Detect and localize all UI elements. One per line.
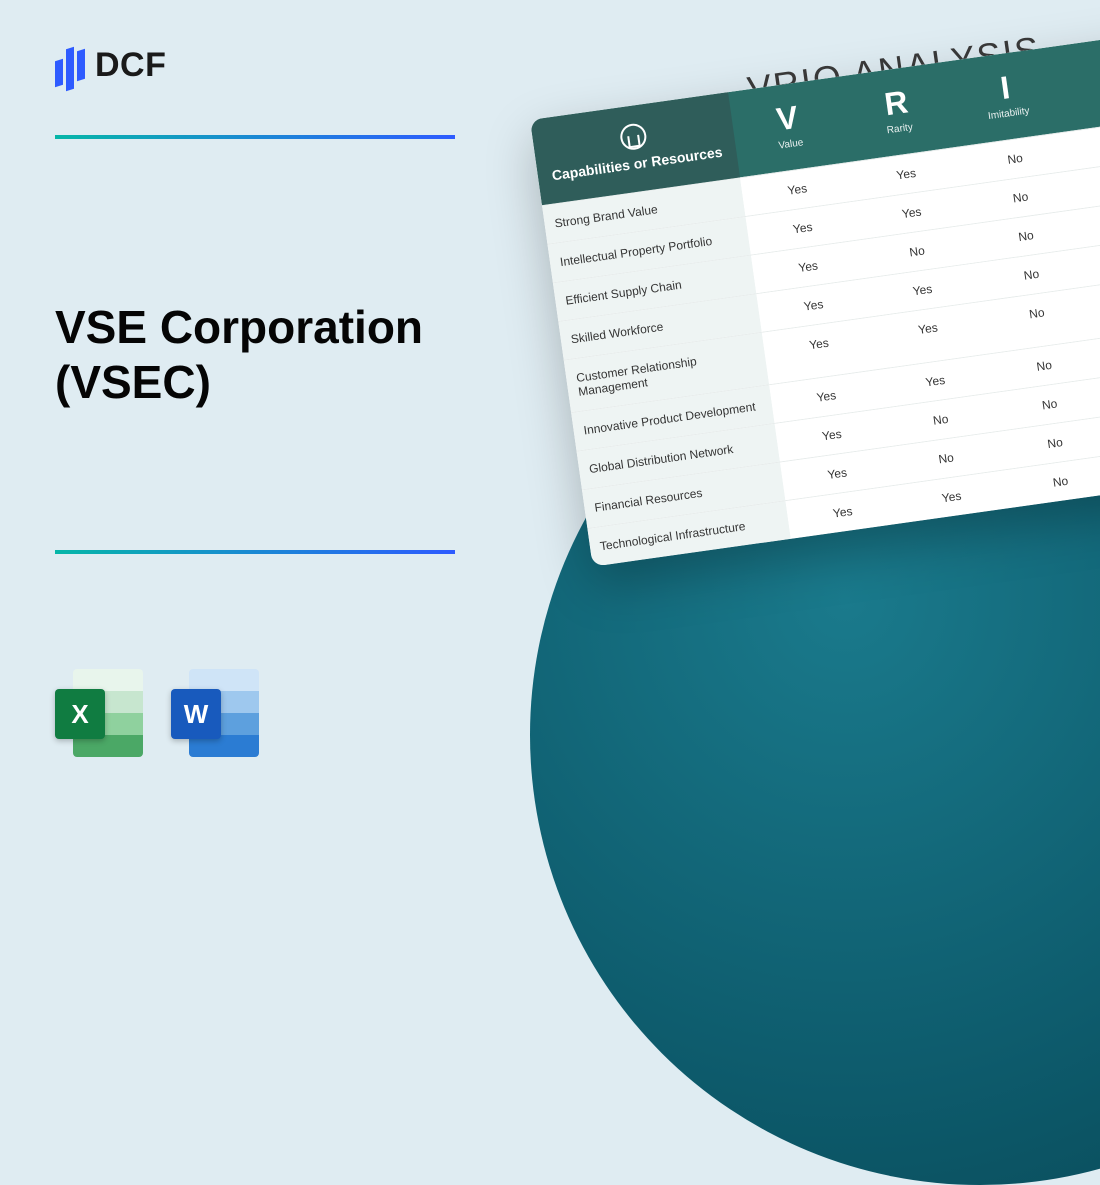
vrio-table: Capabilities or Resources V Value R Rari… — [530, 31, 1100, 566]
app-icons: X W — [55, 669, 259, 757]
vrio-corner-label: Capabilities or Resources — [551, 144, 724, 185]
word-badge-letter: W — [171, 689, 221, 739]
dcf-logo-text: DCF — [95, 46, 166, 85]
excel-badge-letter: X — [55, 689, 105, 739]
lightbulb-icon — [619, 122, 648, 151]
excel-icon: X — [55, 669, 143, 757]
dcf-logo: DCF — [55, 40, 166, 90]
vrio-col-r: R Rarity — [837, 62, 958, 162]
word-icon: W — [171, 669, 259, 757]
col-letter: O — [1065, 48, 1100, 98]
divider-top — [55, 135, 455, 139]
dcf-logo-icon — [55, 40, 85, 90]
page-title: VSE Corporation (VSEC) — [55, 300, 423, 410]
divider-bottom — [55, 550, 455, 554]
vrio-col-v: V Value — [728, 77, 849, 177]
title-line-2: (VSEC) — [55, 356, 211, 408]
vrio-col-i: I Imitability — [946, 46, 1067, 146]
title-line-1: VSE Corporation — [55, 301, 423, 353]
